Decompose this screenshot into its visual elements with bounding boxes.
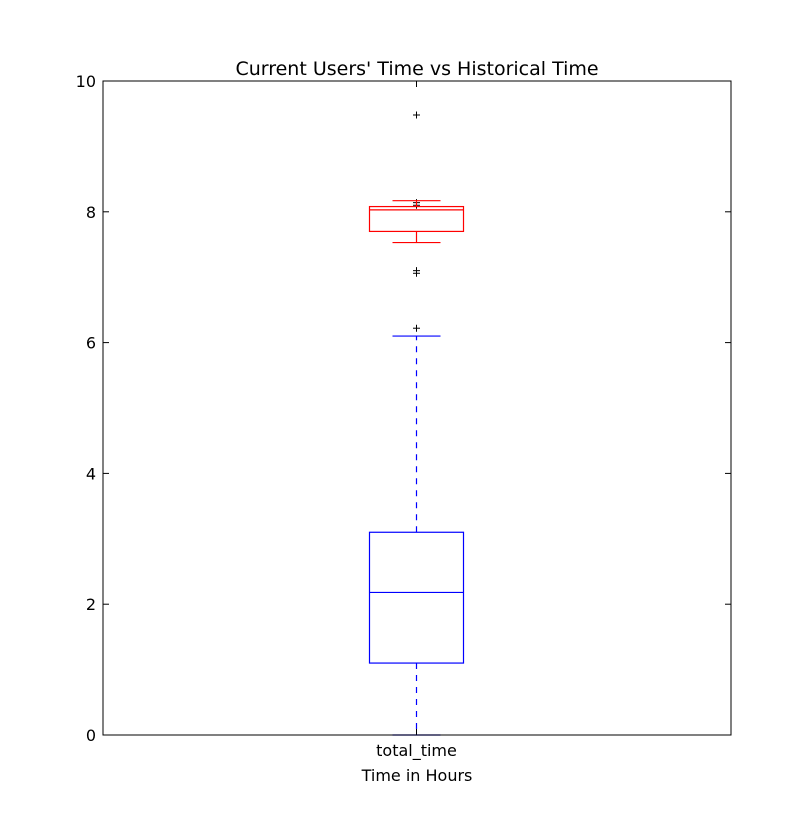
- series-1-outlier: [413, 111, 420, 119]
- series-1-outlier: [413, 324, 420, 332]
- series-2-box: [368, 205, 465, 233]
- y-tick-label: 4: [86, 464, 96, 483]
- plot-area: 0 2 4 6 8 10 total_time: [76, 72, 731, 761]
- y-tick-label: 6: [86, 334, 96, 353]
- series-1-box: [368, 531, 465, 664]
- y-tick-label: 10: [76, 72, 96, 91]
- plot-frame: [102, 80, 732, 736]
- series-1-outlier: [413, 267, 420, 275]
- y-tick-label: 0: [86, 726, 96, 745]
- y-tick-label: 8: [86, 203, 96, 222]
- chart-title: Current Users' Time vs Historical Time: [235, 58, 598, 80]
- y-tick-label: 2: [86, 595, 96, 614]
- x-tick-label: total_time: [376, 741, 457, 761]
- x-axis-label: Time in Hours: [361, 766, 473, 785]
